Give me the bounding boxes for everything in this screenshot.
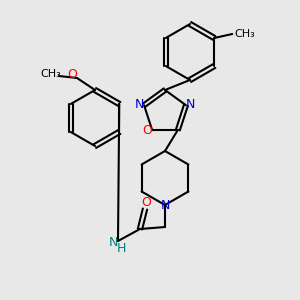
Text: O: O (141, 196, 151, 209)
Text: N: N (160, 199, 170, 212)
Text: N: N (134, 98, 144, 111)
Text: CH₃: CH₃ (234, 29, 255, 39)
Text: O: O (142, 124, 152, 137)
Text: CH₃: CH₃ (40, 69, 61, 79)
Text: N: N (108, 236, 118, 250)
Text: N: N (186, 98, 196, 111)
Text: O: O (67, 68, 77, 80)
Text: H: H (116, 242, 126, 256)
